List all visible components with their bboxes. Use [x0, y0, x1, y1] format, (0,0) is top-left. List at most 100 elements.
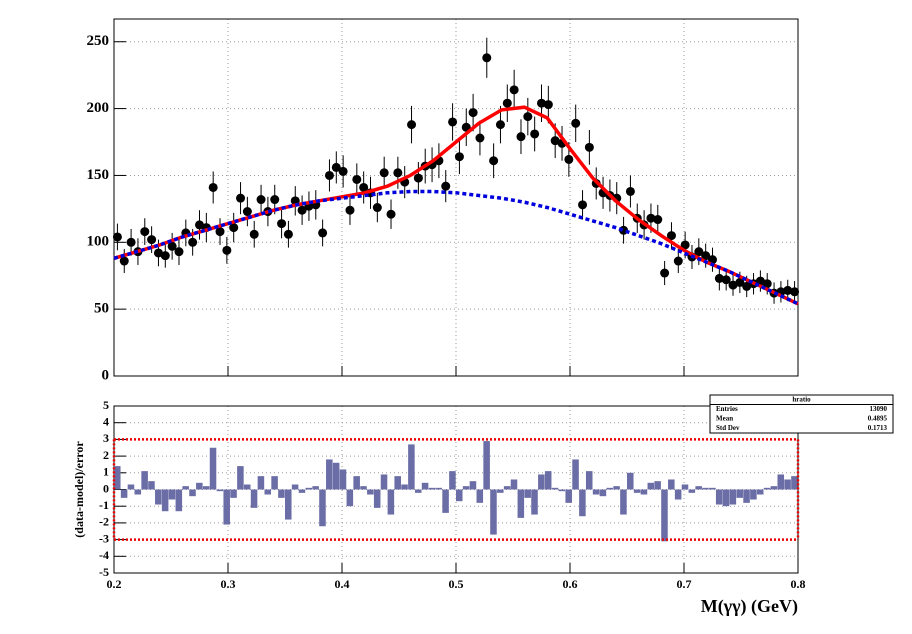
bar — [627, 472, 634, 490]
bar — [353, 476, 360, 490]
bar — [756, 489, 764, 495]
bar — [155, 489, 162, 505]
bar — [196, 482, 203, 490]
bar — [715, 489, 723, 505]
bar — [127, 484, 135, 490]
stats-label: Entries — [716, 405, 738, 413]
data-point — [694, 247, 704, 257]
data-point — [407, 120, 417, 130]
stats-value: 13090 — [870, 405, 888, 413]
bar — [681, 484, 689, 490]
bar — [237, 466, 244, 490]
bar — [709, 487, 716, 490]
data-point — [379, 168, 389, 178]
y-tick-label: 200 — [87, 100, 110, 116]
bar — [271, 476, 278, 490]
data-point — [160, 251, 170, 261]
data-point — [516, 132, 526, 142]
bar — [579, 489, 586, 517]
data-point — [236, 193, 246, 203]
bar — [476, 489, 484, 503]
bar — [784, 479, 791, 490]
bar — [702, 487, 709, 490]
data-point — [495, 120, 505, 130]
data-point — [523, 112, 533, 122]
data-point — [543, 100, 553, 110]
y-tick-label: -5 — [99, 565, 109, 579]
bar — [312, 486, 319, 490]
data-point — [277, 219, 287, 229]
y-tick-label: 0 — [103, 481, 109, 495]
stats-box — [709, 394, 894, 434]
bar — [161, 489, 169, 512]
data-point — [714, 273, 724, 283]
y-tick-label: 250 — [87, 33, 110, 49]
data-point — [331, 162, 341, 172]
data-point — [352, 174, 362, 184]
bar — [483, 441, 490, 490]
bar — [250, 489, 258, 508]
data-point — [537, 98, 546, 108]
data-point — [468, 108, 478, 118]
data-point — [249, 229, 259, 239]
bar — [654, 481, 661, 490]
data-point — [413, 173, 423, 183]
bar — [606, 487, 614, 490]
data-point — [625, 186, 635, 196]
bar — [469, 481, 477, 490]
bar — [456, 489, 463, 502]
bar — [408, 444, 415, 490]
bar — [278, 489, 285, 498]
y-tick-label: -1 — [99, 498, 109, 512]
bar — [257, 476, 265, 490]
bar — [531, 489, 538, 515]
bar — [497, 489, 504, 493]
bar — [729, 489, 737, 505]
bar — [640, 489, 648, 495]
y-tick-label: 150 — [87, 167, 110, 183]
data-point — [167, 241, 177, 251]
bar — [401, 484, 408, 490]
bar — [544, 471, 552, 490]
data-point — [728, 280, 738, 290]
bar — [592, 489, 600, 495]
bar — [230, 489, 237, 498]
bar — [264, 489, 272, 495]
data-point — [140, 227, 150, 237]
bar — [668, 479, 675, 490]
data-point — [222, 245, 232, 255]
bar — [538, 474, 545, 490]
data-point — [215, 227, 225, 237]
data-point — [454, 152, 464, 162]
bar — [674, 489, 682, 500]
x-tick-label: 0.6 — [563, 577, 578, 591]
data-point — [502, 98, 512, 108]
bar — [367, 489, 374, 495]
data-point — [509, 85, 519, 95]
bar — [647, 482, 655, 490]
bar — [339, 469, 347, 490]
data-point — [489, 156, 499, 166]
data-point — [174, 247, 184, 257]
data-point — [530, 129, 540, 139]
bar — [551, 487, 559, 490]
bar — [558, 489, 566, 492]
bar — [120, 489, 128, 498]
bar — [510, 479, 518, 490]
bar — [298, 489, 306, 493]
data-point — [229, 223, 239, 233]
bar — [223, 489, 230, 525]
bar — [661, 489, 668, 542]
y-tick-label: 3 — [103, 431, 109, 445]
bar — [380, 474, 388, 490]
bar — [449, 471, 456, 490]
data-point — [448, 117, 458, 127]
data-point — [270, 195, 280, 205]
bar — [373, 489, 381, 508]
bar — [189, 489, 196, 497]
x-tick-label: 0.7 — [677, 577, 692, 591]
data-point — [119, 256, 129, 266]
data-point — [660, 268, 670, 278]
y-tick-label: 4 — [103, 414, 109, 428]
